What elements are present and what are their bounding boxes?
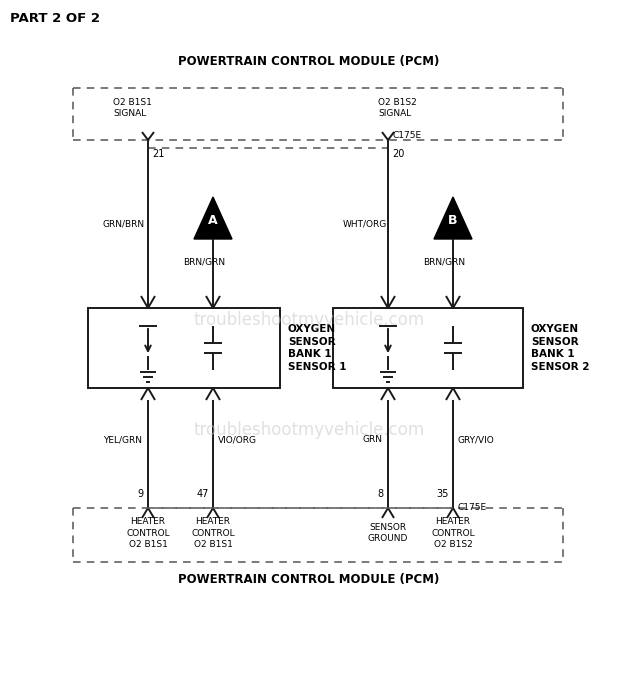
Text: OXYGEN
SENSOR
BANK 1
SENSOR 1: OXYGEN SENSOR BANK 1 SENSOR 1 bbox=[288, 324, 347, 372]
Text: 35: 35 bbox=[437, 489, 449, 499]
Text: PART 2 OF 2: PART 2 OF 2 bbox=[10, 11, 100, 25]
Text: C175E: C175E bbox=[393, 131, 422, 140]
Text: 9: 9 bbox=[138, 489, 144, 499]
Text: 20: 20 bbox=[392, 149, 404, 159]
Text: YEL/GRN: YEL/GRN bbox=[103, 435, 142, 444]
Polygon shape bbox=[194, 197, 232, 239]
Text: HEATER
CONTROL
O2 B1S1: HEATER CONTROL O2 B1S1 bbox=[191, 517, 235, 549]
Text: 47: 47 bbox=[197, 489, 209, 499]
Text: 21: 21 bbox=[152, 149, 164, 159]
Text: SENSOR
GROUND: SENSOR GROUND bbox=[368, 523, 408, 543]
Text: O2 B1S1
SIGNAL: O2 B1S1 SIGNAL bbox=[113, 98, 152, 118]
Text: O2 B1S2
SIGNAL: O2 B1S2 SIGNAL bbox=[378, 98, 417, 118]
Text: HEATER
CONTROL
O2 B1S1: HEATER CONTROL O2 B1S1 bbox=[126, 517, 170, 549]
Text: WHT/ORG: WHT/ORG bbox=[343, 220, 387, 228]
Text: BRN/GRN: BRN/GRN bbox=[423, 258, 465, 267]
Text: GRY/VIO: GRY/VIO bbox=[458, 435, 495, 444]
Text: B: B bbox=[448, 214, 458, 227]
Text: GRN: GRN bbox=[363, 435, 383, 444]
Bar bbox=[333, 308, 523, 388]
Text: BRN/GRN: BRN/GRN bbox=[183, 258, 225, 267]
Bar bbox=[88, 308, 280, 388]
Text: A: A bbox=[208, 214, 218, 227]
Text: C175E: C175E bbox=[458, 503, 487, 512]
Text: VIO/ORG: VIO/ORG bbox=[218, 435, 257, 444]
Text: POWERTRAIN CONTROL MODULE (PCM): POWERTRAIN CONTROL MODULE (PCM) bbox=[179, 573, 439, 587]
Text: GRN/BRN: GRN/BRN bbox=[103, 220, 145, 228]
Text: POWERTRAIN CONTROL MODULE (PCM): POWERTRAIN CONTROL MODULE (PCM) bbox=[179, 55, 439, 69]
Polygon shape bbox=[434, 197, 472, 239]
Text: 8: 8 bbox=[378, 489, 384, 499]
Text: HEATER
CONTROL
O2 B1S2: HEATER CONTROL O2 B1S2 bbox=[431, 517, 475, 549]
Text: troubleshootmyvehicle.com: troubleshootmyvehicle.com bbox=[193, 421, 425, 439]
Text: OXYGEN
SENSOR
BANK 1
SENSOR 2: OXYGEN SENSOR BANK 1 SENSOR 2 bbox=[531, 324, 590, 372]
Text: troubleshootmyvehicle.com: troubleshootmyvehicle.com bbox=[193, 311, 425, 329]
